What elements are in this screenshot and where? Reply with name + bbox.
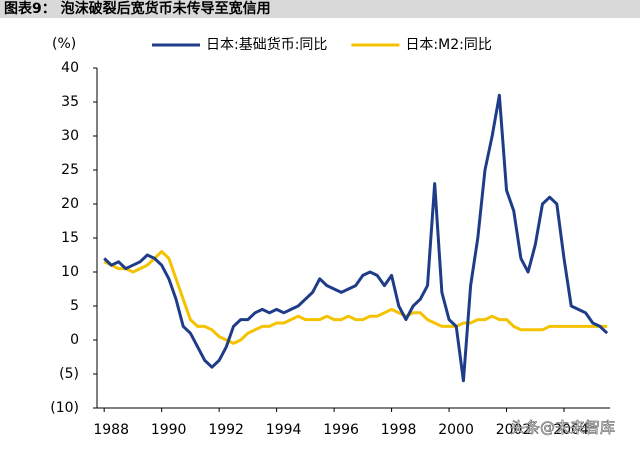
y-tick-label: (10) xyxy=(50,400,79,416)
y-tick-label: 0 xyxy=(70,332,79,348)
x-tick-label: 2000 xyxy=(438,422,474,438)
y-tick-label: 15 xyxy=(61,230,79,246)
legend-label: 日本:基础货币:同比 xyxy=(206,36,327,53)
y-tick-label: (5) xyxy=(59,366,79,382)
x-tick-label: 1988 xyxy=(93,422,129,438)
y-tick-label: 25 xyxy=(61,162,79,178)
y-tick-label: 20 xyxy=(61,196,79,212)
x-tick-label: 1990 xyxy=(151,422,187,438)
x-tick-label: 1992 xyxy=(208,422,244,438)
y-tick-label: 10 xyxy=(61,264,79,280)
watermark: 头条@未来智库 xyxy=(510,419,615,437)
x-tick-label: 2004 xyxy=(553,422,589,438)
y-tick-label: 30 xyxy=(61,128,79,144)
legend-label: 日本:M2:同比 xyxy=(405,37,491,53)
x-tick-label: 1998 xyxy=(381,422,417,438)
title-bar xyxy=(0,0,640,18)
chart-title: 图表9： 泡沫破裂后宽货币未传导至宽信用 xyxy=(4,0,271,17)
x-tick-label: 2002 xyxy=(496,422,532,438)
line-series xyxy=(103,93,609,383)
y-tick-label: 5 xyxy=(70,298,79,314)
y-tick-label: 35 xyxy=(61,94,79,110)
y-tick-label: 40 xyxy=(61,60,79,76)
x-tick-label: 1994 xyxy=(266,422,302,438)
line-series xyxy=(103,250,608,345)
y-axis-label: (%) xyxy=(52,36,76,52)
x-tick-label: 1996 xyxy=(323,422,359,438)
